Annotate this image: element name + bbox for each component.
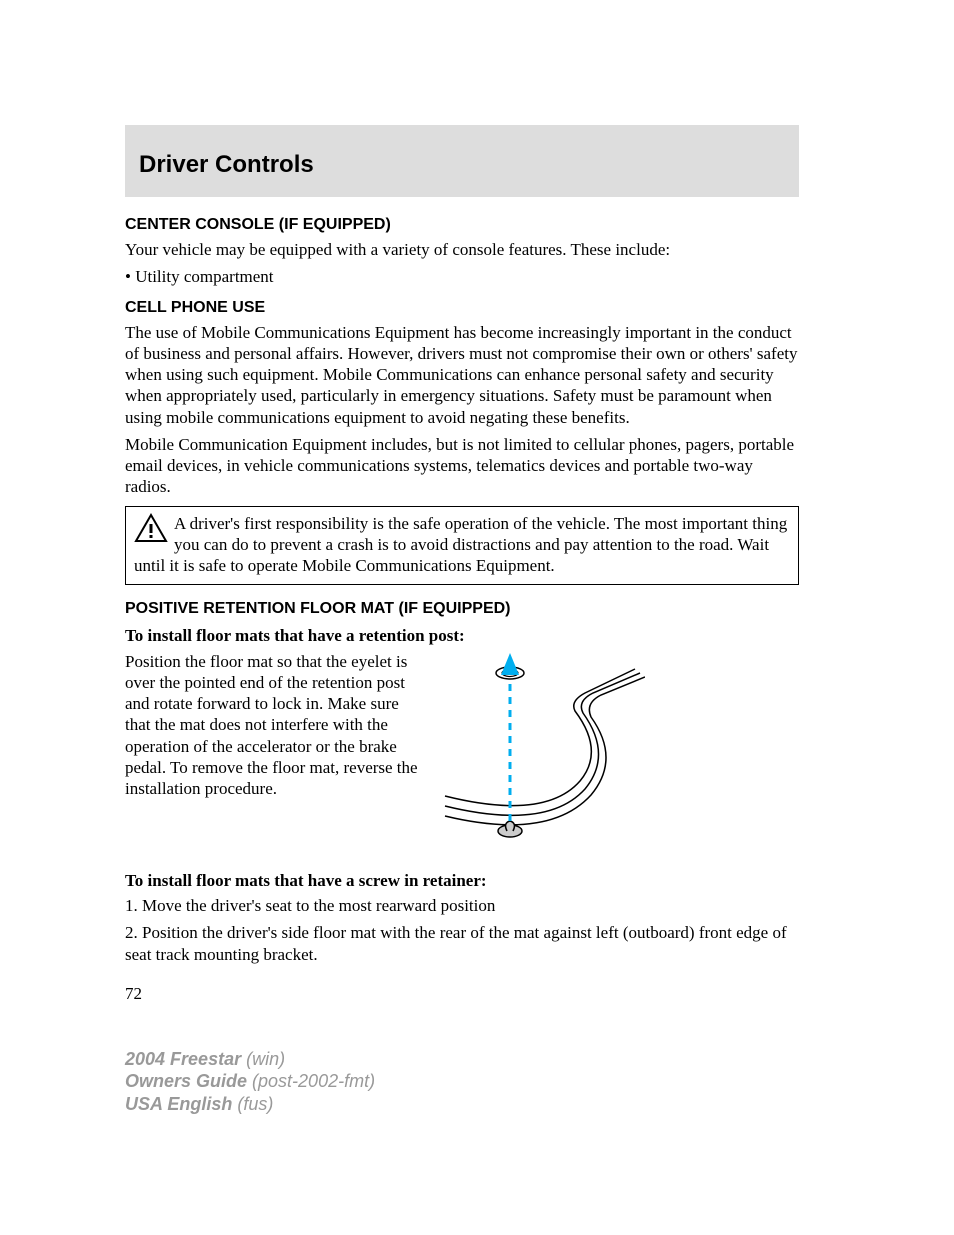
page-title: Driver Controls: [139, 151, 314, 179]
content: CENTER CONSOLE (IF EQUIPPED) Your vehicl…: [125, 215, 799, 1004]
footer-line-1: 2004 Freestar (win): [125, 1048, 375, 1071]
heading-center-console: CENTER CONSOLE (IF EQUIPPED): [125, 215, 799, 235]
floor-mat-text-col: Position the floor mat so that the eyele…: [125, 651, 425, 806]
floor-mat-sub2: To install floor mats that have a screw …: [125, 870, 799, 891]
footer-line-3: USA English (fus): [125, 1093, 375, 1116]
heading-floor-mat: POSITIVE RETENTION FLOOR MAT (IF EQUIPPE…: [125, 599, 799, 619]
floor-mat-p1: Position the floor mat so that the eyele…: [125, 651, 425, 800]
page: Driver Controls CENTER CONSOLE (IF EQUIP…: [0, 0, 954, 1235]
footer-code-2: (post-2002-fmt): [252, 1071, 375, 1091]
footer-code-1: (win): [246, 1049, 285, 1069]
footer-model: 2004 Freestar: [125, 1049, 246, 1069]
floor-mat-step2: 2. Position the driver's side floor mat …: [125, 922, 799, 965]
floor-mat-diagram: [435, 651, 645, 856]
cell-phone-p1: The use of Mobile Communications Equipme…: [125, 322, 799, 428]
floor-mat-step1: 1. Move the driver's seat to the most re…: [125, 895, 799, 916]
page-number: 72: [125, 983, 799, 1004]
cell-phone-p2: Mobile Communication Equipment includes,…: [125, 434, 799, 498]
floor-mat-row: Position the floor mat so that the eyele…: [125, 651, 799, 856]
warning-icon: [134, 513, 168, 548]
footer-code-3: (fus): [237, 1094, 273, 1114]
footer-line-2: Owners Guide (post-2002-fmt): [125, 1070, 375, 1093]
center-console-intro: Your vehicle may be equipped with a vari…: [125, 239, 799, 260]
footer: 2004 Freestar (win) Owners Guide (post-2…: [125, 1048, 375, 1116]
footer-guide: Owners Guide: [125, 1071, 252, 1091]
warning-text: A driver's first responsibility is the s…: [134, 514, 787, 576]
heading-cell-phone: CELL PHONE USE: [125, 298, 799, 318]
floor-mat-sub1: To install floor mats that have a retent…: [125, 625, 799, 646]
footer-lang: USA English: [125, 1094, 237, 1114]
title-box: Driver Controls: [125, 125, 799, 197]
center-console-bullet: • Utility compartment: [125, 266, 799, 287]
warning-box: A driver's first responsibility is the s…: [125, 506, 799, 586]
